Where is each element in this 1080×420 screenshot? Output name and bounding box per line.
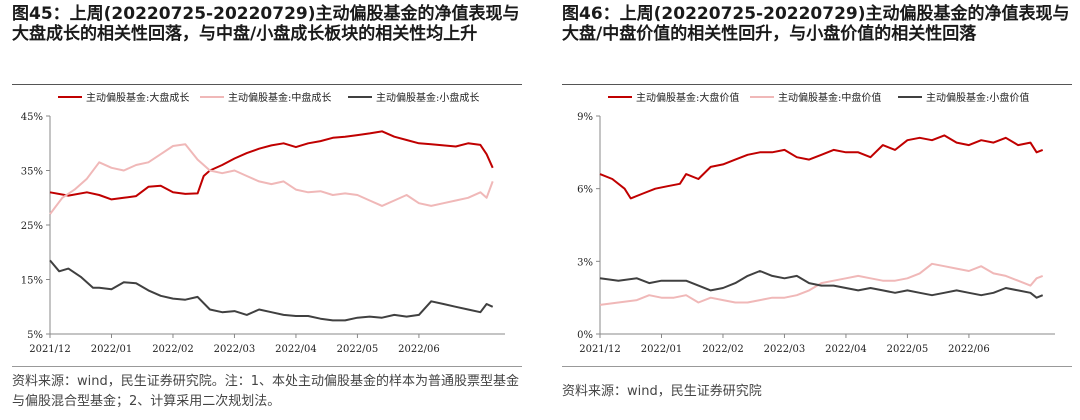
source-rule: [562, 366, 1072, 367]
line-chart: 主动偏股基金:大盘价值 主动偏股基金:中盘价值 主动偏股基金:小盘价值 9% 6% 3% 0…: [577, 91, 1055, 355]
legend-label: 主动偏股基金:大盘价值: [636, 91, 739, 104]
legend-label: 主动偏股基金:小盘价值: [926, 91, 1029, 104]
figure-title: 图46：上周(20220725-20220729)主动偏股基金的净值表现与大盘/…: [562, 4, 1070, 44]
x-tick-label: 2022/02: [702, 344, 744, 355]
x-tick-label: 2021/12: [579, 344, 621, 355]
x-tick-label: 2021/12: [29, 344, 71, 355]
y-tick-label: 35%: [21, 167, 43, 178]
series-line: [599, 262, 1044, 306]
x-tick-label: 2022/01: [91, 344, 133, 355]
title-rule: [562, 84, 1072, 85]
x-tick-label: 2022/05: [887, 344, 929, 355]
x-tick-label: 2022/04: [275, 344, 317, 355]
x-tick-label: 2022/02: [152, 344, 194, 355]
x-tick-label: 2022/03: [214, 344, 256, 355]
y-tick-label: 25%: [21, 221, 43, 232]
source-note: 资料来源：wind，民生证券研究院。注：1、本处主动偏股基金的样本为普通股票型基…: [12, 374, 520, 409]
y-tick-label: 5%: [27, 330, 43, 341]
line-chart: 主动偏股基金:大盘成长 主动偏股基金:中盘成长 主动偏股基金:小盘成长 45% 35% 2…: [21, 91, 505, 355]
title-rule: [12, 84, 522, 85]
x-tick-label: 2022/05: [337, 344, 379, 355]
source-rule: [12, 366, 522, 367]
series-line: [599, 270, 1044, 299]
y-tick-label: 45%: [21, 112, 43, 123]
series-line: [49, 130, 494, 201]
series-line: [49, 259, 494, 322]
figure-46: 图46：上周(20220725-20220729)主动偏股基金的净值表现与大盘/…: [550, 0, 1080, 420]
y-tick-label: 9%: [577, 112, 593, 123]
legend-label: 主动偏股基金:中盘成长: [228, 91, 331, 104]
y-tick-label: 15%: [21, 276, 43, 287]
y-tick-label: 3%: [577, 257, 593, 268]
source-note: 资料来源：wind，民生证券研究院: [562, 384, 762, 399]
y-tick-label: 0%: [577, 330, 593, 341]
legend-label: 主动偏股基金:大盘成长: [86, 91, 189, 104]
x-tick-label: 2022/01: [641, 344, 683, 355]
x-tick-label: 2022/06: [948, 344, 990, 355]
x-tick-label: 2022/03: [764, 344, 806, 355]
y-tick-label: 6%: [577, 185, 593, 196]
figure-title: 图45：上周(20220725-20220729)主动偏股基金的净值表现与大盘成…: [12, 4, 520, 44]
legend-label: 主动偏股基金:小盘成长: [376, 91, 479, 104]
figure-45: 图45：上周(20220725-20220729)主动偏股基金的净值表现与大盘成…: [0, 0, 530, 420]
legend-label: 主动偏股基金:中盘价值: [778, 91, 881, 104]
series-line: [599, 134, 1044, 200]
series-line: [49, 143, 494, 215]
x-tick-label: 2022/06: [398, 344, 440, 355]
x-tick-label: 2022/04: [825, 344, 867, 355]
